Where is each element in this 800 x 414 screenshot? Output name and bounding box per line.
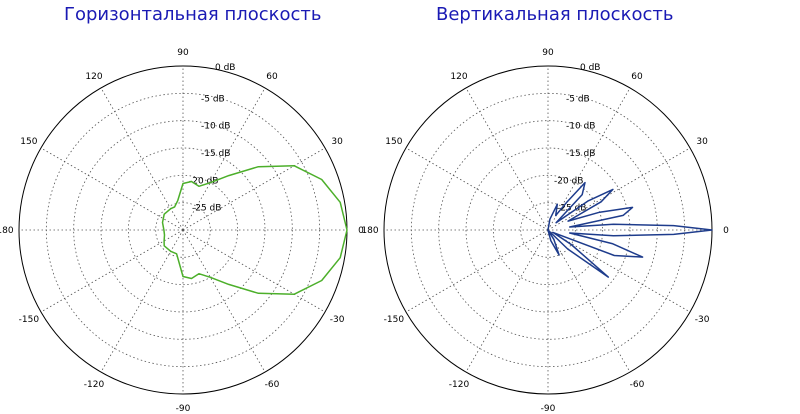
r-tick-label: -5 dB	[201, 94, 225, 104]
grid-spoke	[40, 147, 184, 231]
angle-tick-label: 150	[385, 137, 402, 147]
r-tick-label: -20 dB	[189, 176, 218, 186]
grid-spoke	[182, 147, 326, 231]
r-tick-label: -10 dB	[201, 122, 230, 132]
angle-tick-label: 180	[0, 226, 14, 236]
grid-spoke	[100, 87, 184, 231]
angle-tick-label: -120	[84, 380, 105, 390]
angle-tick-label: 30	[331, 137, 343, 147]
angle-tick-label: 90	[542, 48, 554, 58]
grid-spoke	[100, 229, 184, 373]
grid-ring	[100, 147, 266, 313]
r-tick-label: 0 dB	[215, 63, 235, 73]
angle-tick-label: 150	[20, 137, 37, 147]
r-tick-label: -20 dB	[554, 176, 583, 186]
angle-tick-label: -90	[541, 404, 556, 414]
r-tick-label: -25 dB	[192, 204, 221, 214]
r-tick-label: 0 dB	[580, 63, 600, 73]
grid-spoke	[405, 229, 549, 313]
r-tick-label: -10 dB	[566, 122, 595, 132]
polar-plot-horizontal: 0 dB -5 dB -10 dB -15 dB -20 dB -25 dB 0 30 60 90…	[0, 48, 364, 414]
angle-tick-label: 90	[177, 48, 189, 58]
r-tick-label: -5 dB	[566, 94, 590, 104]
angle-tick-label: -30	[330, 315, 345, 325]
polar-plot-vertical: 0 dB -5 dB -10 dB -15 dB -20 dB -25 dB 0 30 60 90…	[361, 48, 729, 414]
angle-tick-label: 60	[631, 72, 643, 82]
pattern-curve-horizontal	[161, 165, 348, 295]
grid-spoke	[182, 229, 266, 373]
grid-ring	[155, 202, 211, 258]
angle-tick-label: -90	[176, 404, 191, 414]
angle-tick-label: 120	[85, 72, 102, 82]
angle-tick-label: 180	[361, 226, 378, 236]
grid-ring	[520, 202, 576, 258]
grid-ring	[492, 174, 604, 286]
grid-spoke	[547, 87, 631, 231]
r-tick-label: -25 dB	[557, 204, 586, 214]
angle-tick-label: -60	[265, 380, 280, 390]
chart-title-vertical: Вертикальная плоскость	[436, 4, 674, 25]
grid-spoke	[405, 147, 549, 231]
grid-spoke	[547, 147, 691, 231]
grid-spoke	[465, 87, 549, 231]
angle-tick-label: 120	[450, 72, 467, 82]
angle-tick-label: -60	[630, 380, 645, 390]
chart-title-horizontal: Горизонтальная плоскость	[64, 4, 322, 25]
grid-ring	[127, 174, 239, 286]
grid-spoke	[40, 229, 184, 313]
angle-tick-label: -30	[695, 315, 710, 325]
angle-tick-label: -120	[449, 380, 470, 390]
r-tick-label: -15 dB	[566, 149, 595, 159]
angle-tick-label: -150	[19, 315, 40, 325]
angle-tick-label: 30	[696, 137, 708, 147]
grid-ring	[465, 147, 631, 313]
grid-spoke	[547, 229, 691, 313]
grid-spoke	[182, 229, 326, 313]
angle-tick-label: 0	[723, 226, 729, 236]
grid-spoke	[465, 229, 549, 373]
grid-spoke	[182, 87, 266, 231]
pattern-curve-vertical	[547, 181, 713, 278]
angle-tick-label: 0	[358, 226, 364, 236]
r-tick-label: -15 dB	[201, 149, 230, 159]
grid-spoke	[547, 229, 631, 373]
angle-tick-label: 60	[266, 72, 278, 82]
angle-tick-label: -150	[384, 315, 405, 325]
